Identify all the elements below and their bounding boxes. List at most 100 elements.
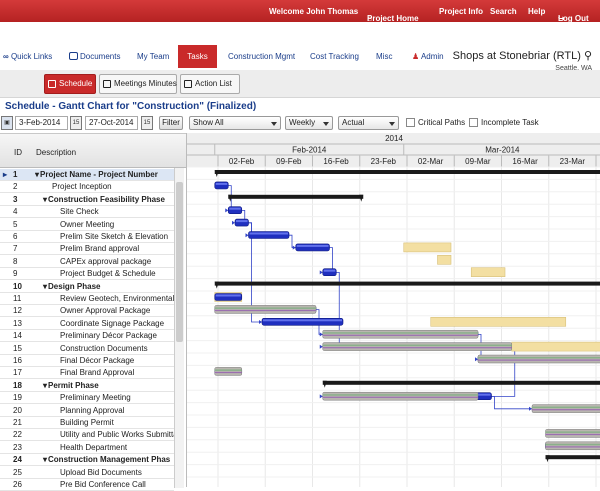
nav-cost-tracking[interactable]: Cost Tracking <box>310 52 359 61</box>
summary-bar[interactable] <box>215 170 600 174</box>
tab-action-list[interactable]: Action List <box>180 74 240 94</box>
col-id-header: ID <box>14 148 22 157</box>
baseline-bar[interactable] <box>532 405 600 413</box>
baseline-stripe <box>478 360 600 361</box>
filter-button[interactable]: Filter <box>159 116 183 130</box>
collapse-toggle-icon[interactable]: ▾ <box>43 282 47 291</box>
collapse-toggle-icon[interactable]: ▾ <box>43 195 47 204</box>
row-description: Project Name - Project Number <box>40 170 158 179</box>
chevron-down-icon <box>271 122 277 126</box>
table-row[interactable]: ▸1▾Project Name - Project Number <box>0 169 174 181</box>
week-label: 23-Mar <box>560 157 586 166</box>
end-date-input[interactable]: 27-Oct-2014 <box>85 116 138 130</box>
baseline-stripe <box>478 357 600 359</box>
summary-bar[interactable] <box>228 195 363 199</box>
scrollbar-thumb[interactable] <box>176 182 183 342</box>
show-select[interactable]: Show All <box>189 116 281 130</box>
table-row[interactable]: 3▾Construction Feasibility Phase <box>0 194 174 206</box>
week-label: 02-Feb <box>229 157 255 166</box>
mode-select[interactable]: Actual <box>338 116 399 130</box>
baseline-bar[interactable] <box>478 355 600 363</box>
tab-schedule[interactable]: Schedule <box>44 74 96 94</box>
summary-bar[interactable] <box>215 282 600 286</box>
planned-bar[interactable] <box>438 255 452 264</box>
row-description: Permit Phase <box>48 381 99 390</box>
nav-quick-links[interactable]: ∞ Quick Links <box>3 52 52 61</box>
actual-highlight <box>263 319 342 321</box>
nav-admin[interactable]: ♟ Admin <box>412 52 444 61</box>
dependency-arrow <box>320 270 323 274</box>
planned-bar[interactable] <box>471 268 505 277</box>
row-id: 3 <box>13 194 31 206</box>
row-id: 6 <box>13 231 31 243</box>
filter-bar: ▣ 3-Feb-2014 15 27-Oct-2014 15 Filter Sh… <box>0 115 600 133</box>
baseline-bar[interactable] <box>215 305 316 313</box>
collapse-toggle-icon[interactable]: ▾ <box>35 170 39 179</box>
start-calendar-icon[interactable]: 15 <box>70 116 82 130</box>
project-info-link[interactable]: Project Info <box>439 7 483 16</box>
planned-bar[interactable] <box>512 342 600 351</box>
end-calendar-icon[interactable]: 15 <box>141 116 153 130</box>
baseline-bar[interactable] <box>215 367 242 375</box>
scale-select[interactable]: Weekly <box>285 116 333 130</box>
nav-construction-mgmt[interactable]: Construction Mgmt <box>228 52 295 61</box>
actual-highlight <box>216 295 241 297</box>
nav-documents[interactable]: Documents <box>69 52 120 61</box>
baseline-stripe <box>323 332 478 334</box>
baseline-bar[interactable] <box>546 442 600 450</box>
planned-bar[interactable] <box>431 317 566 326</box>
row-id: 4 <box>13 206 31 218</box>
summary-bar[interactable] <box>546 455 600 459</box>
start-date-input[interactable]: 3-Feb-2014 <box>15 116 68 130</box>
search-icon[interactable]: ⚲ <box>584 50 592 62</box>
save-icon[interactable]: ▣ <box>1 116 13 130</box>
row-id: 8 <box>13 256 31 268</box>
welcome-text: Welcome John Thomas <box>269 7 358 16</box>
table-row[interactable]: 24▾Construction Management Phas <box>0 454 174 466</box>
critical-paths-checkbox[interactable] <box>406 118 415 127</box>
search-link[interactable]: Search <box>490 7 517 16</box>
table-row[interactable]: 18▾Permit Phase <box>0 380 174 392</box>
vertical-scrollbar[interactable] <box>174 168 184 488</box>
help-link[interactable]: Help <box>528 7 545 16</box>
incomplete-task-checkbox[interactable] <box>469 118 478 127</box>
project-name: Shops at Stonebriar (RTL) <box>453 50 581 62</box>
table-row[interactable]: 10▾Design Phase <box>0 281 174 293</box>
nav-my-team[interactable]: My Team <box>137 52 169 61</box>
nav-misc[interactable]: Misc <box>376 52 392 61</box>
baseline-bar[interactable] <box>546 429 600 437</box>
baseline-bar[interactable] <box>323 330 478 338</box>
baseline-stripe <box>546 434 600 435</box>
baseline-bar[interactable] <box>323 343 512 351</box>
summary-bar[interactable] <box>323 381 600 385</box>
tab-meetings-minutes[interactable]: Meetings Minutes <box>99 74 177 94</box>
nav-tasks[interactable]: Tasks <box>178 45 217 68</box>
collapse-toggle-icon[interactable]: ▾ <box>43 381 47 390</box>
planned-bar[interactable] <box>404 243 451 252</box>
baseline-bar[interactable] <box>323 392 478 400</box>
baseline-stripe <box>323 345 512 347</box>
collapse-toggle-icon[interactable]: ▾ <box>43 455 47 464</box>
